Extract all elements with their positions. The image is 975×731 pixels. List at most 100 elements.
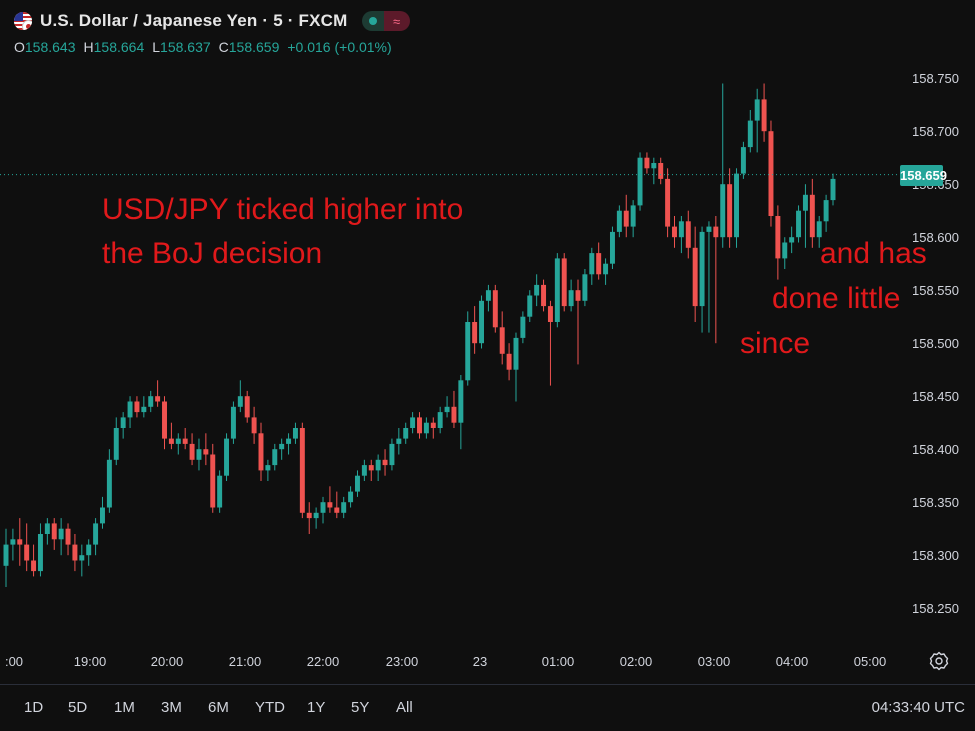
candle-body (699, 231, 705, 307)
candle-body (100, 507, 105, 524)
candle-body (403, 428, 409, 439)
candle-body (120, 417, 126, 428)
candle-body (341, 502, 347, 513)
change-value: +0.016 (+0.01%) (287, 39, 392, 55)
candle-body (37, 534, 43, 572)
candle-body (644, 157, 650, 169)
candle-body (534, 284, 540, 296)
range-button-1y[interactable]: 1Y (307, 699, 326, 716)
candle-body (58, 528, 64, 540)
gear-icon[interactable] (929, 651, 949, 671)
y-tick-label: 158.700 (912, 124, 959, 139)
candle-body (375, 459, 381, 471)
x-tick-label: 01:00 (542, 654, 575, 669)
candle-body (44, 523, 50, 534)
candle-body (148, 396, 154, 407)
candle-body (658, 163, 664, 179)
x-tick-label: 19:00 (74, 654, 107, 669)
market-status-pill[interactable]: ≈ (361, 11, 410, 31)
candle-body (485, 290, 491, 301)
candle-body (168, 438, 174, 444)
range-button-1d[interactable]: 1D (24, 699, 44, 716)
candle-body (182, 438, 188, 444)
range-button-5d[interactable]: 5D (68, 699, 88, 716)
candle-body (479, 300, 485, 344)
last-price-label: 158.659 (900, 164, 947, 186)
utc-clock[interactable]: 04:33:40 UTC (871, 699, 965, 716)
candle-body (830, 178, 836, 201)
candle-body (713, 226, 719, 238)
candle-body (809, 194, 815, 238)
candle-body (175, 438, 181, 444)
y-tick-label: 158.450 (912, 389, 959, 404)
candle-body (265, 465, 271, 471)
close-key: C (218, 39, 229, 55)
candle-body (465, 322, 471, 381)
candle-body (547, 306, 553, 322)
x-tick-label: 05:00 (854, 654, 887, 669)
range-button-3m[interactable]: 3M (161, 699, 182, 716)
range-button-all[interactable]: All (396, 699, 413, 716)
candle-body (589, 253, 595, 275)
candle-body (396, 438, 402, 444)
candle-body (127, 401, 133, 418)
candle-body (582, 274, 588, 301)
candle-body (320, 502, 326, 513)
candle-body (596, 253, 602, 275)
annotation-right-line2: done little (772, 282, 901, 315)
y-tick-label: 158.250 (912, 601, 959, 616)
candle-body (348, 491, 354, 503)
candle-body (506, 353, 512, 370)
candle-body (754, 99, 760, 121)
annotation-left-line1: USD/JPY ticked higher into (102, 193, 464, 226)
high-key: H (83, 39, 94, 55)
candle-body (368, 465, 374, 471)
candle-body (823, 200, 829, 222)
candle-body (499, 327, 505, 354)
range-button-ytd[interactable]: YTD (255, 699, 285, 716)
candle-body (816, 221, 822, 238)
symbol-header: U.S. Dollar / Japanese Yen · 5 · FXCM ≈ (14, 10, 410, 32)
candle-body (217, 475, 223, 508)
x-tick-label: 04:00 (776, 654, 809, 669)
candle-body (251, 417, 257, 434)
range-button-5y[interactable]: 5Y (351, 699, 370, 716)
y-tick-label: 158.350 (912, 495, 959, 510)
candle-body (782, 242, 788, 259)
symbol-title[interactable]: U.S. Dollar / Japanese Yen · 5 · FXCM (40, 11, 348, 30)
close-value: 158.659 (228, 39, 280, 55)
candle-body (651, 163, 657, 169)
candle-body (86, 544, 92, 556)
range-button-6m[interactable]: 6M (208, 699, 229, 716)
candle-body (513, 337, 519, 370)
candle-body (354, 475, 360, 492)
candle-body (692, 247, 698, 307)
candle-body (665, 178, 671, 227)
range-selector: 1D 5D 1M 3M 6M YTD 1Y 5Y All (24, 699, 435, 716)
candle-body (747, 120, 753, 148)
low-key: L (152, 39, 161, 55)
candle-body (761, 99, 767, 132)
candle-body (113, 428, 119, 460)
range-button-1m[interactable]: 1M (114, 699, 135, 716)
x-tick-label: :00 (5, 654, 23, 669)
candle-body (203, 449, 209, 455)
candle-body (272, 449, 278, 466)
candle-body (299, 428, 305, 513)
candle-body (210, 454, 216, 508)
candle-body (334, 507, 340, 513)
data-delay-icon: ≈ (383, 11, 410, 31)
candle-body (561, 258, 567, 307)
candle-body (472, 322, 478, 344)
y-tick-label: 158.300 (912, 548, 959, 563)
candle-body (802, 194, 808, 211)
candle-body (630, 205, 636, 227)
candle-body (720, 184, 726, 238)
candle-body (789, 237, 795, 243)
candle-body (609, 231, 615, 264)
open-value: 158.643 (24, 39, 76, 55)
candle-body (10, 539, 16, 545)
candle-body (155, 396, 161, 402)
candle-body (492, 290, 498, 328)
